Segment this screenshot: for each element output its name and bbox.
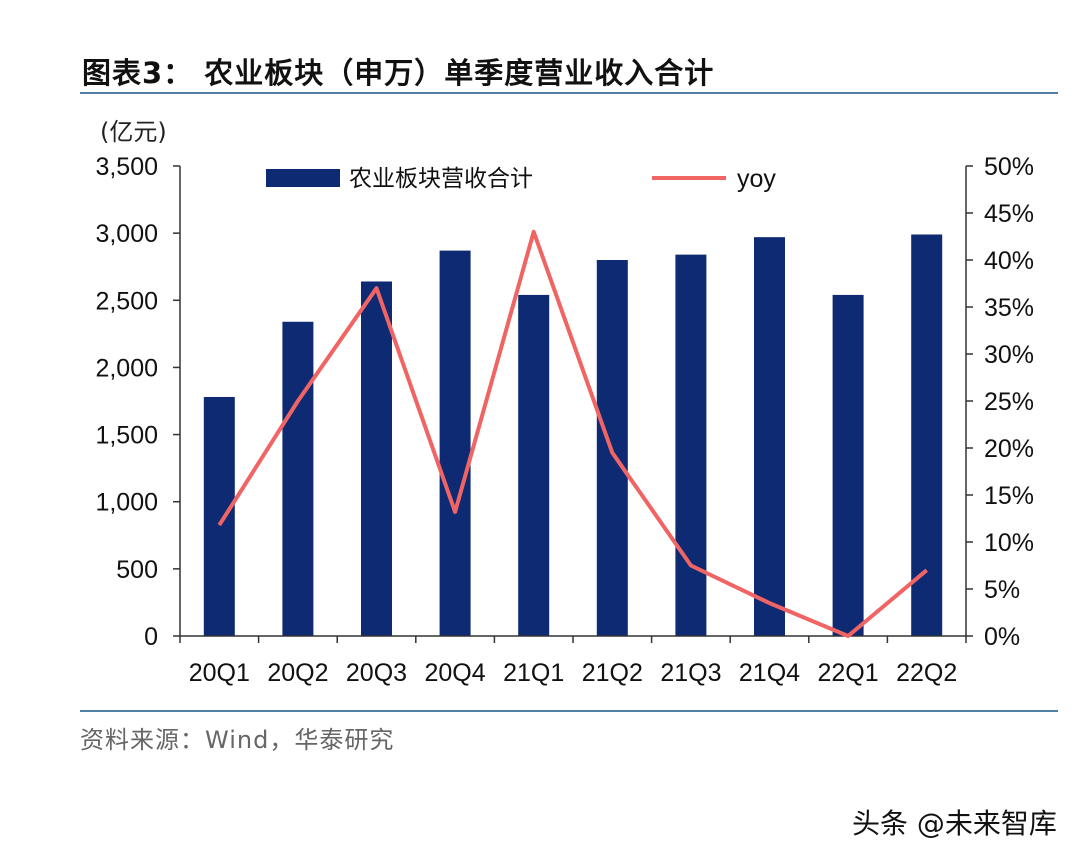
legend-line-label: yoy <box>737 165 776 193</box>
left-tick-label: 3,500 <box>95 153 158 181</box>
left-tick-label: 1,000 <box>95 489 158 517</box>
x-tick-label: 20Q1 <box>189 659 250 687</box>
bar-20Q3 <box>361 281 392 636</box>
left-tick-label: 2,000 <box>95 354 158 382</box>
title-divider <box>80 92 1058 94</box>
legend-bar-label: 农业板块营收合计 <box>349 166 533 192</box>
x-tick-label: 22Q1 <box>818 659 879 687</box>
x-tick-label: 20Q3 <box>346 659 407 687</box>
source-note: 资料来源：Wind，华泰研究 <box>80 726 395 754</box>
x-tick-label: 22Q2 <box>896 659 957 687</box>
bar-22Q1 <box>832 294 864 636</box>
bar-21Q4 <box>754 237 785 636</box>
bar-21Q1 <box>518 294 550 636</box>
bar-20Q1 <box>203 396 235 636</box>
x-tick-label: 21Q2 <box>582 659 643 687</box>
x-tick-label: 20Q4 <box>425 659 486 687</box>
right-tick-label: 5% <box>984 576 1020 604</box>
x-tick-label: 21Q3 <box>660 659 721 687</box>
x-tick-label: 20Q2 <box>267 659 328 687</box>
right-tick-label: 25% <box>984 388 1034 416</box>
bar-22Q2 <box>911 234 943 636</box>
footer-divider <box>80 710 1058 712</box>
watermark: 头条 @未来智库 <box>852 807 1057 840</box>
right-tick-label: 20% <box>984 435 1034 463</box>
bar-20Q2 <box>282 321 314 636</box>
left-tick-label: 0 <box>144 623 158 651</box>
left-axis-unit: (亿元) <box>100 118 167 146</box>
chart-title: 图表3： 农业板块（申万）单季度营业收入合计 <box>82 56 715 90</box>
bar-21Q3 <box>675 254 707 636</box>
x-tick-label: 21Q4 <box>739 659 800 687</box>
left-tick-label: 1,500 <box>95 422 158 450</box>
right-tick-label: 10% <box>984 529 1034 557</box>
right-tick-label: 0% <box>984 623 1020 651</box>
right-tick-label: 15% <box>984 482 1034 510</box>
right-tick-label: 35% <box>984 294 1034 322</box>
left-tick-label: 500 <box>116 556 158 584</box>
left-tick-label: 3,000 <box>95 220 158 248</box>
yoy-line <box>217 229 928 638</box>
x-tick-label: 21Q1 <box>503 659 564 687</box>
right-tick-label: 50% <box>984 153 1034 181</box>
bar-20Q4 <box>439 250 471 636</box>
left-tick-label: 2,500 <box>95 287 158 315</box>
right-tick-label: 40% <box>984 247 1034 275</box>
right-tick-label: 45% <box>984 200 1034 228</box>
right-tick-label: 30% <box>984 341 1034 369</box>
legend-bar-swatch <box>266 169 340 187</box>
